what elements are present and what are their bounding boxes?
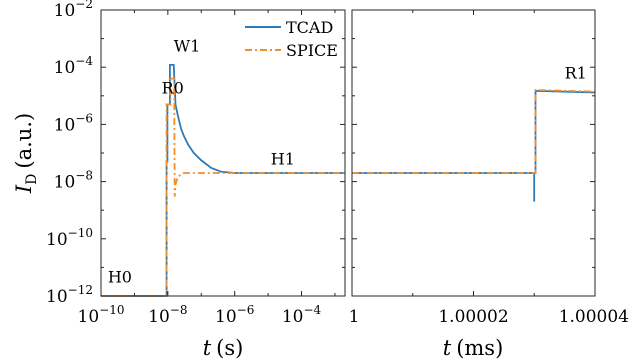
ytick-label: 10−2 <box>54 0 93 21</box>
left-xtick-label: 10−8 <box>148 303 187 327</box>
right-xtick-label: 1.00004 <box>559 307 629 327</box>
ytick-label: 10−6 <box>54 111 93 135</box>
right-ticks: 1 1.00002 1.00004 <box>349 9 629 327</box>
right-xtick-label: 1 <box>349 307 360 327</box>
right-xtick-label: 1.00002 <box>438 307 508 327</box>
left-x-axis-label: t (s) <box>203 336 244 360</box>
right-series-tcad-line <box>352 89 596 202</box>
legend-label-spice: SPICE <box>286 41 338 60</box>
right-axes-frame <box>351 9 596 297</box>
left-annotation-w1: W1 <box>174 37 201 56</box>
right-panel: R1 1 1.00002 1.00004 <box>349 9 629 327</box>
ytick-label: 10−12 <box>46 283 93 307</box>
left-xtick-label: 10−6 <box>215 303 254 327</box>
left-xtick-label: 10−4 <box>282 303 322 327</box>
left-xtick-label: 10−10 <box>78 303 125 327</box>
right-series-spice-line <box>352 89 596 174</box>
left-series-spice-line <box>101 77 345 297</box>
ytick-label: 10−10 <box>46 226 93 250</box>
left-annotation-h1: H1 <box>271 149 295 168</box>
left-annotation-h0: H0 <box>108 267 132 286</box>
right-annotation-r1: R1 <box>565 64 587 83</box>
right-plot-area: R1 <box>352 64 596 202</box>
left-annotation-r0: R0 <box>162 79 184 98</box>
left-plot-area: H0 R0 W1 H1 <box>101 37 345 297</box>
legend-label-tcad: TCAD <box>286 18 333 37</box>
right-x-axis-label: t (ms) <box>443 336 504 360</box>
ytick-label: 10−8 <box>54 169 93 193</box>
ytick-label: 10−4 <box>54 54 94 78</box>
legend: TCAD SPICE <box>245 18 338 60</box>
left-series-tcad-line <box>101 64 345 297</box>
y-axis-label: ID(a.u.) <box>12 113 40 194</box>
